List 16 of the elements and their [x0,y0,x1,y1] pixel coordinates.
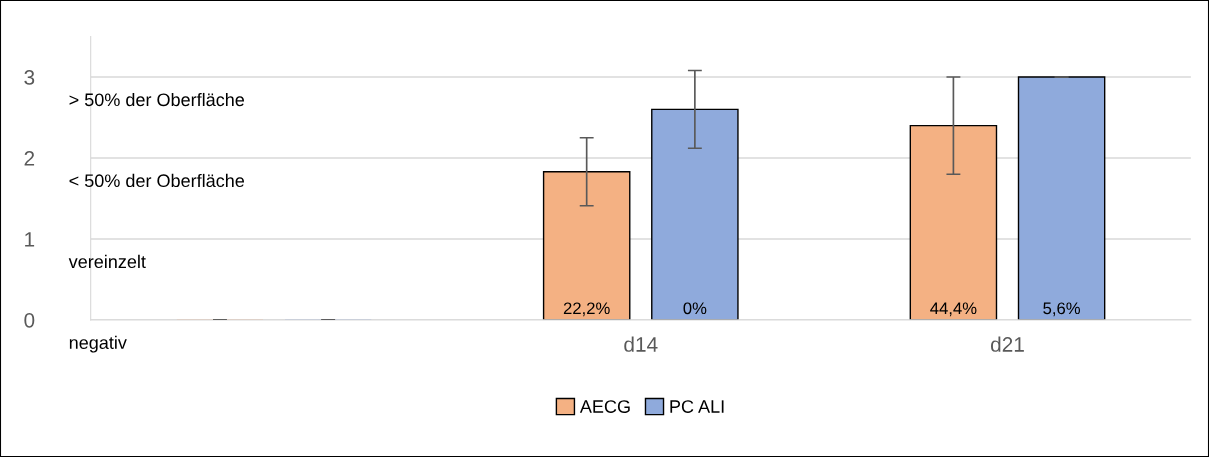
y-tick-label: 0 [24,312,35,328]
text: negativ [69,335,127,353]
legend-label: AECG [579,400,630,413]
annotation: vereinzelt [68,254,146,269]
annotation: > 50% der Oberfläche [69,92,245,107]
legend-label: PC ALI [670,400,724,413]
annotation: 44,4% [930,302,977,317]
y-tick-label: 1 [25,232,35,247]
y-tick-label: 3 [24,70,35,85]
y-tick-label: 2 [24,150,35,166]
x-tick-label: d14 [624,336,658,352]
annotation: < 50% der Oberfläche [69,173,245,188]
x-tick-label: d21 [991,336,1024,352]
annotation: 22,2% [563,302,610,317]
annotation: 5,6% [1043,302,1080,317]
annotation: 0% [683,302,707,315]
